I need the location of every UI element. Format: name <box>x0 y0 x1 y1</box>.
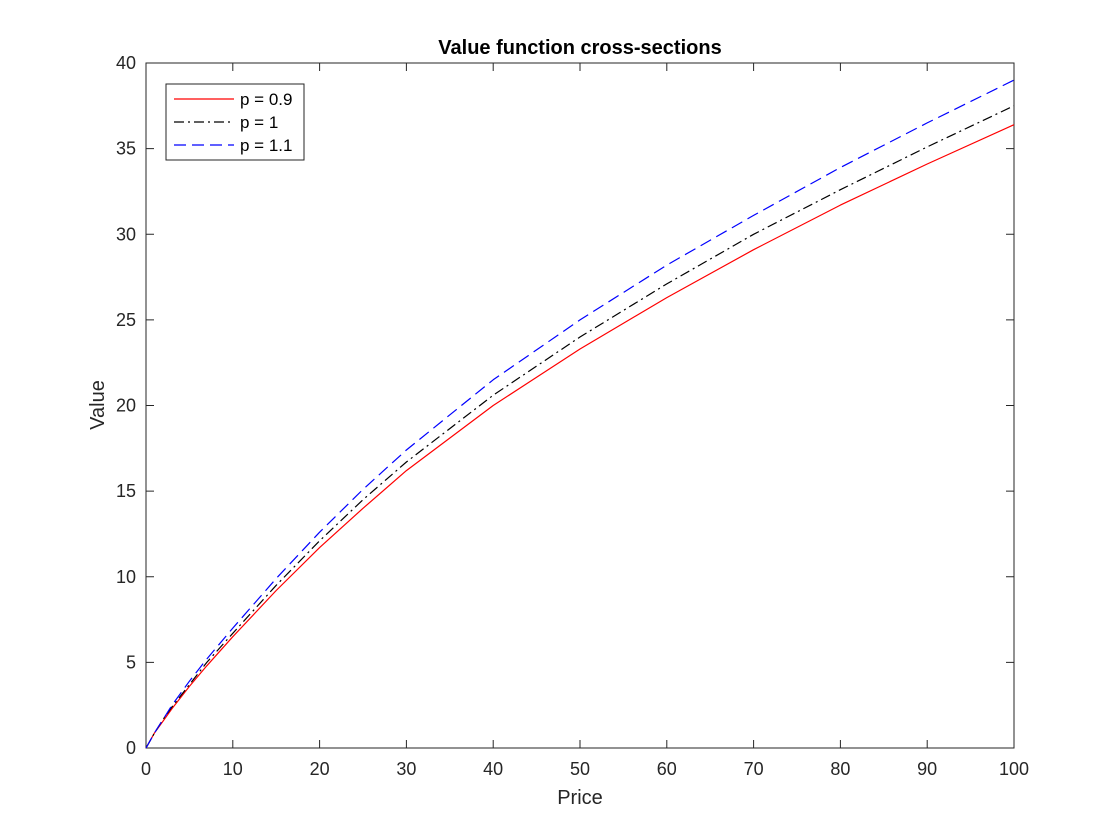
x-tick-label: 30 <box>396 759 416 779</box>
x-tick-label: 0 <box>141 759 151 779</box>
legend-label-p-1: p = 1 <box>240 113 278 132</box>
x-axis-ticks: 0 10 20 30 40 50 60 70 80 90 100 <box>141 63 1029 779</box>
y-tick-label: 5 <box>126 652 136 672</box>
x-tick-label: 50 <box>570 759 590 779</box>
y-axis-label: Value <box>87 380 109 430</box>
y-tick-label: 15 <box>116 481 136 501</box>
legend: p = 0.9 p = 1 p = 1.1 <box>165 83 305 161</box>
series-line-p-1 <box>145 105 1015 749</box>
y-tick-label: 25 <box>116 310 136 330</box>
x-tick-label: 100 <box>999 759 1029 779</box>
y-tick-label: 20 <box>116 396 136 416</box>
y-tick-label: 40 <box>116 53 136 73</box>
x-axis-label: Price <box>557 787 603 809</box>
legend-label-p-0-9: p = 0.9 <box>240 90 292 109</box>
y-axis-ticks: 0 5 10 15 20 25 30 35 40 <box>116 53 1014 758</box>
series-lines <box>145 79 1015 749</box>
x-tick-label: 20 <box>310 759 330 779</box>
series-line-p-0-9 <box>145 124 1015 749</box>
x-tick-label: 60 <box>657 759 677 779</box>
x-tick-label: 90 <box>917 759 937 779</box>
plot-area <box>145 62 1015 749</box>
series-line-p-1-1 <box>145 79 1015 749</box>
y-tick-label: 10 <box>116 567 136 587</box>
y-tick-label: 30 <box>116 224 136 244</box>
x-tick-label: 70 <box>744 759 764 779</box>
legend-label-p-1-1: p = 1.1 <box>240 136 292 155</box>
x-tick-label: 80 <box>830 759 850 779</box>
x-tick-label: 10 <box>223 759 243 779</box>
x-tick-label: 40 <box>483 759 503 779</box>
chart-title: Value function cross-sections <box>438 37 721 59</box>
y-tick-label: 0 <box>126 738 136 758</box>
y-tick-label: 35 <box>116 139 136 159</box>
